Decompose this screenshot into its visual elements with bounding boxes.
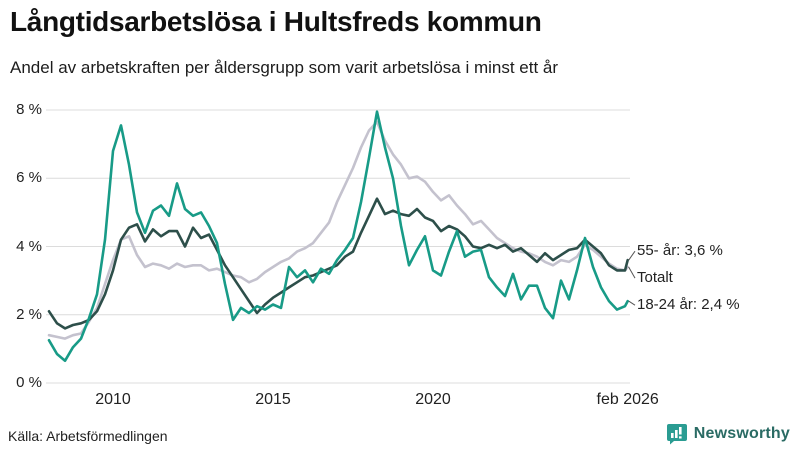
x-tick-label: feb 2026: [596, 391, 659, 408]
y-tick-label: 4 %: [16, 237, 42, 255]
series-end-label: 18-24 år: 2,4 %: [637, 296, 740, 314]
leader-line: [628, 300, 636, 306]
x-tick-label: 2020: [415, 391, 451, 408]
series-end-label: 55- år: 3,6 %: [637, 242, 723, 260]
series-end-label: Totalt: [637, 269, 673, 287]
source-note: Källa: Arbetsförmedlingen: [8, 428, 168, 444]
page-title: Långtidsarbetslösa i Hultsfreds kommun: [10, 6, 542, 37]
series-line-totalt: [47, 120, 630, 340]
page-subtitle: Andel av arbetskraften per åldersgrupp s…: [10, 58, 559, 77]
brand-name: Newsworthy: [693, 425, 790, 442]
series-line-18-24-r: [47, 110, 630, 363]
bar-chart-bubble-icon: [666, 424, 687, 445]
x-tick-label: 2015: [255, 391, 291, 408]
y-tick-label: 0 %: [16, 374, 42, 391]
y-tick-label: 6 %: [16, 169, 42, 187]
x-tick-label: 2010: [95, 391, 131, 408]
newsworthy-logo: Newsworthy: [666, 423, 790, 445]
leader-line: [628, 250, 636, 261]
leader-line: [628, 266, 636, 279]
series-line-55-r: [47, 197, 630, 330]
y-tick-label: 8 %: [16, 101, 42, 118]
y-tick-label: 2 %: [16, 305, 42, 323]
